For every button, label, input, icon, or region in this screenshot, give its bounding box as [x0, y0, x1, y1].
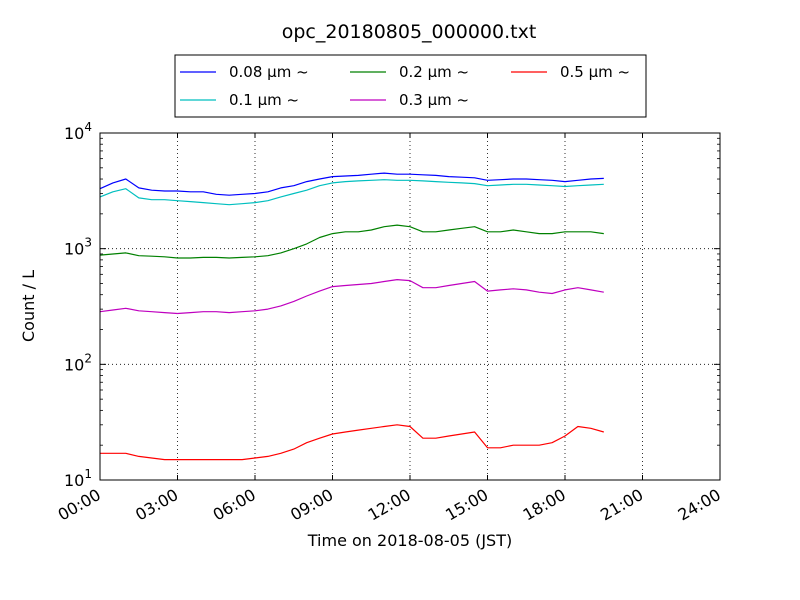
x-tick-label: 21:00	[597, 485, 646, 525]
y-tick-label: 103	[64, 236, 92, 259]
series-line-4	[100, 424, 604, 461]
series-line-3	[99, 279, 604, 315]
y-tick-label: 104	[64, 120, 92, 143]
x-tick-label: 12:00	[365, 485, 414, 525]
y-axis: 101 102 103 104	[64, 120, 720, 490]
y-axis-label: Count / L	[19, 270, 38, 342]
x-axis: 00:00 03:00 06:00 09:00 12:00 15:00 18:00 21:00…	[55, 133, 724, 525]
x-tick-label: 24:00	[675, 485, 724, 525]
series-line-1	[99, 179, 604, 206]
series-line-0	[99, 172, 604, 196]
x-tick-label: 18:00	[520, 485, 569, 525]
x-tick-label: 00:00	[55, 485, 104, 525]
grid	[100, 133, 720, 480]
legend-label-0: 0.08 μm ~	[229, 63, 309, 81]
series-line-2	[99, 224, 604, 259]
x-tick-label: 09:00	[287, 485, 336, 525]
x-tick-label: 06:00	[210, 485, 259, 525]
y-tick-label: 102	[64, 351, 92, 374]
x-axis-label: Time on 2018-08-05 (JST)	[307, 531, 512, 550]
legend-label-1: 0.1 μm ~	[229, 91, 299, 109]
series-lines	[99, 172, 604, 461]
legend: 0.08 μm ~ 0.1 μm ~ 0.2 μm ~ 0.3 μm ~ 0.5 μm …	[174, 54, 647, 118]
legend-frame	[174, 54, 647, 118]
legend-label-4: 0.5 μm ~	[560, 63, 630, 81]
x-tick-label: 03:00	[132, 485, 181, 525]
legend-label-3: 0.3 μm ~	[399, 91, 469, 109]
chart-title: opc_20180805_000000.txt	[282, 21, 537, 43]
legend-label-2: 0.2 μm ~	[399, 63, 469, 81]
x-tick-label: 15:00	[442, 485, 491, 525]
y-tick-label: 101	[64, 467, 92, 490]
